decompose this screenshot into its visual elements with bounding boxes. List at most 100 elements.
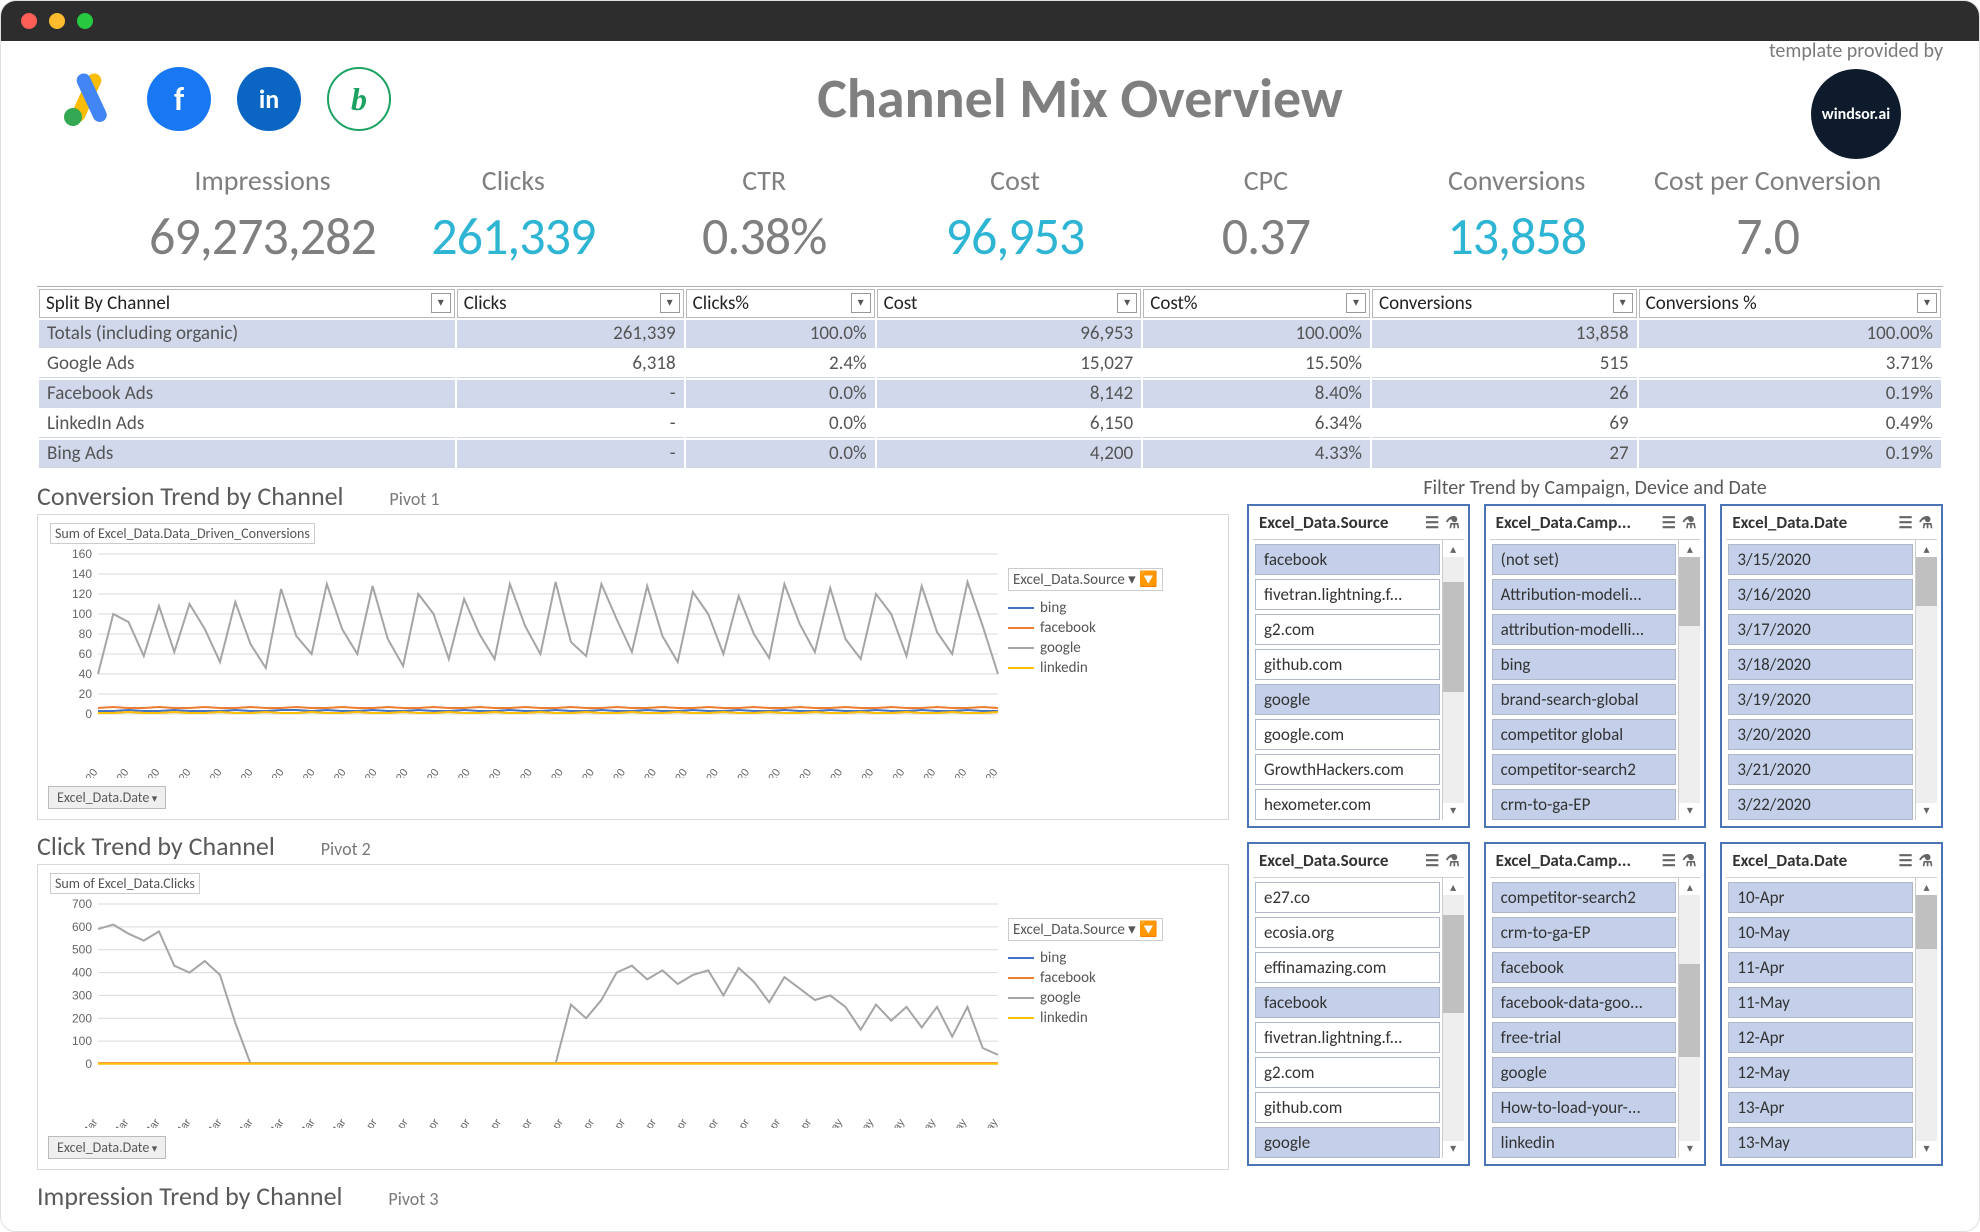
legend-header[interactable]: Excel_Data.Source ▾ 🔽 — [1008, 918, 1163, 941]
legend-item-facebook[interactable]: facebook — [1008, 969, 1218, 987]
legend-item-bing[interactable]: bing — [1008, 949, 1218, 967]
slicer-item[interactable]: competitor global — [1492, 719, 1677, 750]
column-dropdown-icon[interactable]: ▾ — [660, 293, 680, 313]
legend-header[interactable]: Excel_Data.Source ▾ 🔽 — [1008, 568, 1163, 591]
clear-filter-icon[interactable]: ⚗ — [1445, 513, 1459, 533]
clear-filter-icon[interactable]: ⚗ — [1919, 513, 1933, 533]
slicer-item[interactable]: 3/20/2020 — [1728, 719, 1913, 750]
minimize-dot[interactable] — [49, 13, 65, 29]
slicer-item[interactable]: 3/17/2020 — [1728, 614, 1913, 645]
slicer-item[interactable]: crm-to-ga-EP — [1492, 917, 1677, 948]
multi-select-icon[interactable]: ☰ — [1662, 513, 1676, 533]
slicer-item[interactable]: 13-Apr — [1728, 1092, 1913, 1123]
slicer-scrollbar[interactable]: ▴▾ — [1442, 878, 1464, 1158]
slicer-item[interactable]: linkedin — [1492, 1127, 1677, 1158]
slicer-item[interactable]: github.com — [1255, 649, 1440, 680]
svg-text:27-Mar: 27-Mar — [257, 1117, 287, 1128]
multi-select-icon[interactable]: ☰ — [1898, 851, 1912, 871]
multi-select-icon[interactable]: ☰ — [1898, 513, 1912, 533]
slicer-item[interactable]: 3/22/2020 — [1728, 789, 1913, 820]
table-header[interactable]: Split By Channel▾ — [39, 289, 455, 318]
clear-filter-icon[interactable]: ⚗ — [1682, 513, 1696, 533]
slicer-item[interactable]: competitor-search2 — [1492, 754, 1677, 785]
legend-item-google[interactable]: google — [1008, 639, 1218, 657]
svg-text:3/29/2020: 3/29/2020 — [280, 767, 318, 778]
chart-filter-pill[interactable]: Excel_Data.Date — [48, 786, 166, 809]
slicer-item[interactable]: facebook — [1255, 987, 1440, 1018]
multi-select-icon[interactable]: ☰ — [1662, 851, 1676, 871]
slicer-item[interactable]: 11-May — [1728, 987, 1913, 1018]
clear-filter-icon[interactable]: ⚗ — [1682, 851, 1696, 871]
multi-select-icon[interactable]: ☰ — [1425, 513, 1439, 533]
slicer-item[interactable]: 10-May — [1728, 917, 1913, 948]
column-dropdown-icon[interactable]: ▾ — [1346, 293, 1366, 313]
slicer-item[interactable]: g2.com — [1255, 614, 1440, 645]
slicer-item[interactable]: google — [1255, 1127, 1440, 1158]
slicer-scrollbar[interactable]: ▴▾ — [1915, 540, 1937, 820]
clear-filter-icon[interactable]: ⚗ — [1919, 851, 1933, 871]
column-dropdown-icon[interactable]: ▾ — [1917, 293, 1937, 313]
column-dropdown-icon[interactable]: ▾ — [1613, 293, 1633, 313]
slicer-item[interactable]: facebook-data-goo... — [1492, 987, 1677, 1018]
legend-item-linkedin[interactable]: linkedin — [1008, 1009, 1218, 1027]
slicer-item[interactable]: fivetran.lightning.f... — [1255, 1022, 1440, 1053]
slicer-scrollbar[interactable]: ▴▾ — [1442, 540, 1464, 820]
slicer-item[interactable]: fivetran.lightning.f... — [1255, 579, 1440, 610]
table-header[interactable]: Clicks%▾ — [686, 289, 875, 318]
chart-filter-pill[interactable]: Excel_Data.Date — [48, 1136, 166, 1159]
slicer-item[interactable]: 3/18/2020 — [1728, 649, 1913, 680]
slicer-item[interactable]: 3/19/2020 — [1728, 684, 1913, 715]
slicer-item[interactable]: github.com — [1255, 1092, 1440, 1123]
slicer-item[interactable]: 3/15/2020 — [1728, 544, 1913, 575]
legend-item-linkedin[interactable]: linkedin — [1008, 659, 1218, 677]
slicer-item[interactable]: 3/21/2020 — [1728, 754, 1913, 785]
slicer-item[interactable]: hexometer.com — [1255, 789, 1440, 820]
slicer-item[interactable]: facebook — [1255, 544, 1440, 575]
slicer-scrollbar[interactable]: ▴▾ — [1678, 540, 1700, 820]
slicer-item[interactable]: facebook — [1492, 952, 1677, 983]
slicer-item[interactable]: Attribution-modeli... — [1492, 579, 1677, 610]
svg-text:4/20/2020: 4/20/2020 — [621, 767, 659, 778]
slicer-item[interactable]: attribution-modelli... — [1492, 614, 1677, 645]
legend-item-facebook[interactable]: facebook — [1008, 619, 1218, 637]
slicer-item[interactable]: google — [1492, 1057, 1677, 1088]
slicer-item[interactable]: e27.co — [1255, 882, 1440, 913]
table-header[interactable]: Cost%▾ — [1143, 289, 1370, 318]
svg-text:100: 100 — [72, 1034, 92, 1048]
slicer-scrollbar[interactable]: ▴▾ — [1915, 878, 1937, 1158]
slicer-item[interactable]: 13-May — [1728, 1127, 1913, 1158]
slicer-item[interactable]: 10-Apr — [1728, 882, 1913, 913]
table-header[interactable]: Clicks▾ — [457, 289, 684, 318]
close-dot[interactable] — [21, 13, 37, 29]
legend-item-google[interactable]: google — [1008, 989, 1218, 1007]
table-header[interactable]: Conversions▾ — [1372, 289, 1637, 318]
svg-text:5/12/2020: 5/12/2020 — [963, 767, 1001, 778]
slicer-item[interactable]: bing — [1492, 649, 1677, 680]
slicer-item[interactable]: How-to-load-your-... — [1492, 1092, 1677, 1123]
column-dropdown-icon[interactable]: ▾ — [851, 293, 871, 313]
slicer-item[interactable]: ecosia.org — [1255, 917, 1440, 948]
slicer-item[interactable]: google.com — [1255, 719, 1440, 750]
table-header[interactable]: Conversions %▾ — [1639, 289, 1941, 318]
slicer-item[interactable]: 12-Apr — [1728, 1022, 1913, 1053]
slicer-scrollbar[interactable]: ▴▾ — [1678, 878, 1700, 1158]
slicer-item[interactable]: free-trial — [1492, 1022, 1677, 1053]
column-dropdown-icon[interactable]: ▾ — [431, 293, 451, 313]
multi-select-icon[interactable]: ☰ — [1425, 851, 1439, 871]
maximize-dot[interactable] — [77, 13, 93, 29]
slicer-item[interactable]: competitor-search2 — [1492, 882, 1677, 913]
clear-filter-icon[interactable]: ⚗ — [1445, 851, 1459, 871]
slicer-item[interactable]: google — [1255, 684, 1440, 715]
column-dropdown-icon[interactable]: ▾ — [1117, 293, 1137, 313]
slicer-item[interactable]: brand-search-global — [1492, 684, 1677, 715]
slicer-item[interactable]: effinamazing.com — [1255, 952, 1440, 983]
slicer-item[interactable]: crm-to-ga-EP — [1492, 789, 1677, 820]
legend-item-bing[interactable]: bing — [1008, 599, 1218, 617]
slicer-item[interactable]: g2.com — [1255, 1057, 1440, 1088]
slicer-item[interactable]: 12-May — [1728, 1057, 1913, 1088]
slicer-item[interactable]: 3/16/2020 — [1728, 579, 1913, 610]
slicer-item[interactable]: (not set) — [1492, 544, 1677, 575]
slicer-item[interactable]: 11-Apr — [1728, 952, 1913, 983]
table-header[interactable]: Cost▾ — [877, 289, 1142, 318]
slicer-item[interactable]: GrowthHackers.com — [1255, 754, 1440, 785]
